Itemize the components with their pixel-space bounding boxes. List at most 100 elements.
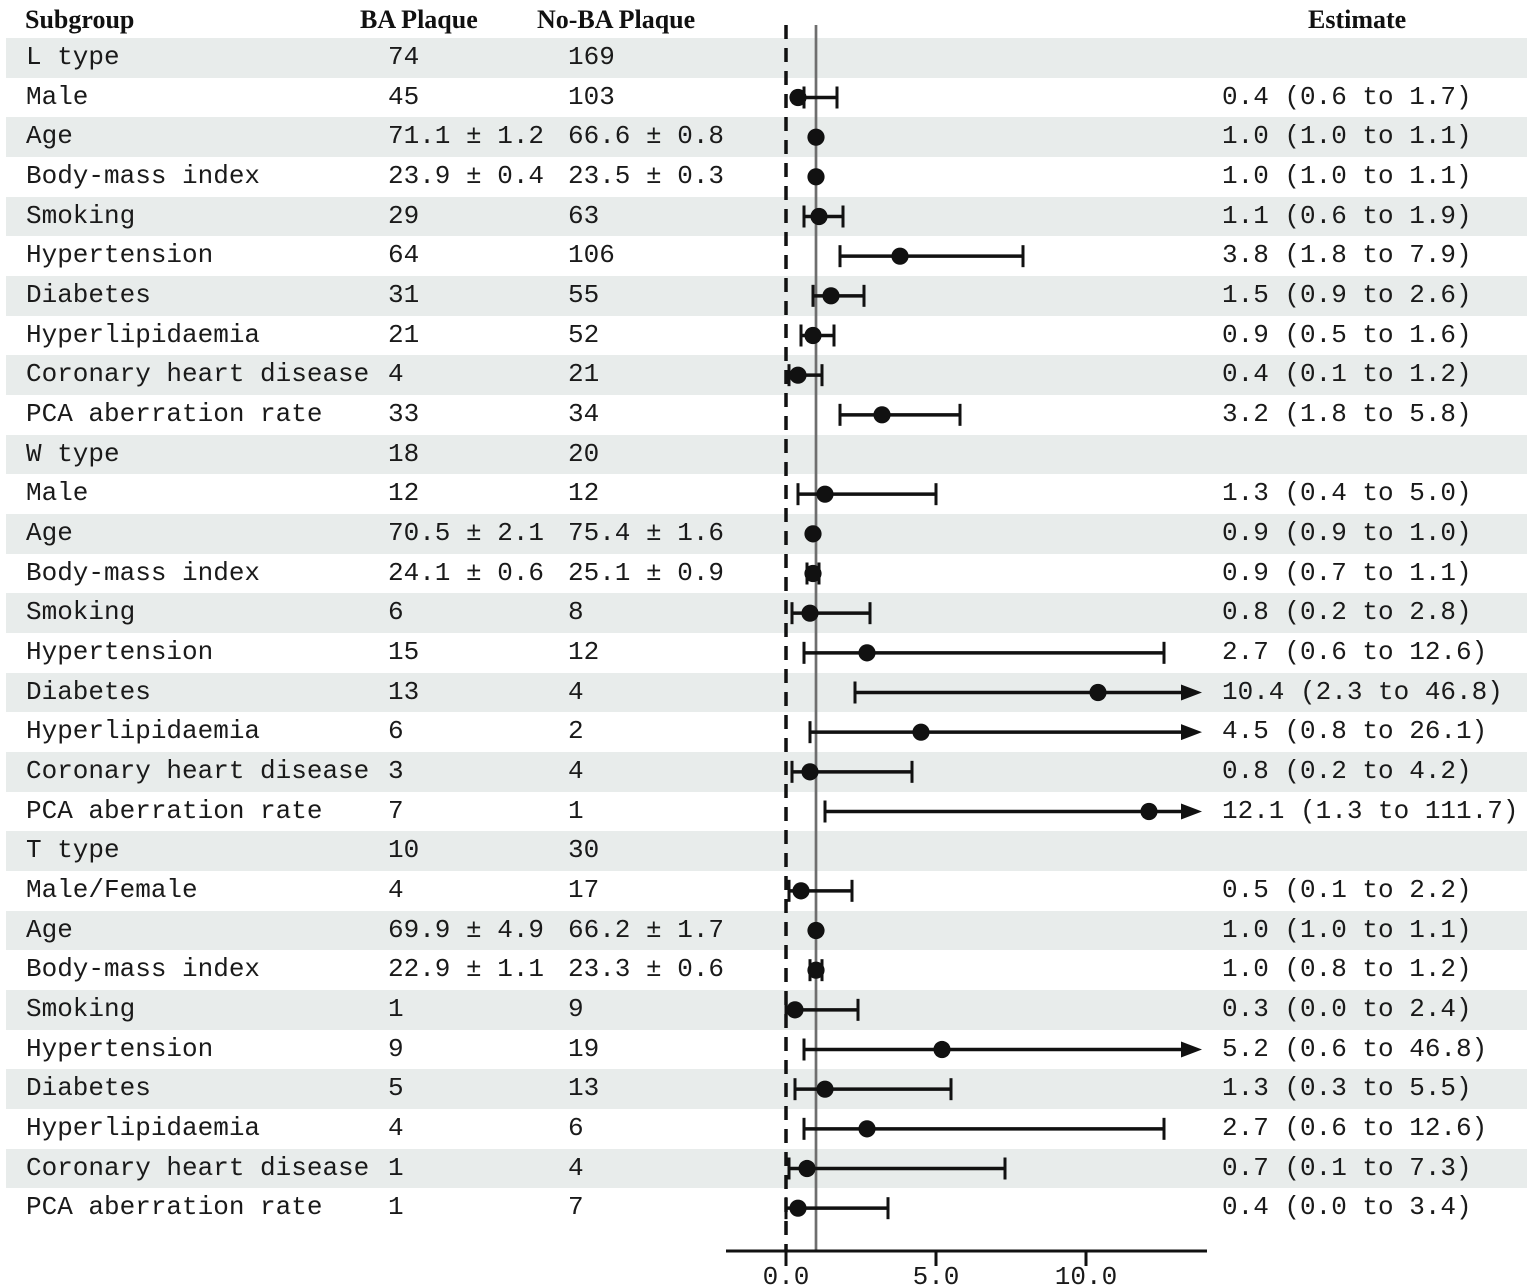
no-ba-plaque-cell: 12 [568,478,600,509]
subgroup-cell: PCA aberration rate [26,1192,323,1223]
table-row: Body-mass index 22.9 ± 1.1 23.3 ± 0.6 1.0 (… [6,950,1527,990]
subgroup-cell: Coronary heart disease [26,1152,370,1183]
ba-plaque-cell: 33 [388,399,420,429]
subgroup-cell: Diabetes [26,676,151,707]
table-row: Smoking 29 63 1.1 (0.6 to 1.9) [6,196,1527,237]
table-row: PCA aberration rate 33 34 3.2 (1.8 to 5.8) [6,395,1527,435]
no-ba-plaque-cell: 13 [568,1073,600,1104]
estimate-cell: 0.3 (0.0 to 2.4) [1222,994,1472,1024]
estimate-cell: 4.5 (0.8 to 26.1) [1222,716,1488,747]
subgroup-cell: Coronary heart disease [26,359,370,390]
table-row: PCA aberration rate 7 1 12.1 (1.3 to 111.7) [6,792,1527,832]
table-row: Coronary heart disease 3 4 0.8 (0.2 to 4.2) [6,752,1527,792]
ba-plaque-cell: 12 [388,478,420,509]
subgroup-cell: Male [26,478,89,509]
table-row: Hyperlipidaemia 6 2 4.5 (0.8 to 26.1) [6,712,1527,752]
subgroup-cell: Smoking [26,200,136,231]
ba-plaque-cell: 7 [388,795,404,826]
subgroup-cell: Body-mass index [26,954,261,985]
subgroup-cell: L type [26,42,120,72]
subgroup-cell: Hyperlipidaemia [26,1113,261,1143]
estimate-cell: 5.2 (0.6 to 46.8) [1222,1033,1488,1064]
subgroup-cell: Hyperlipidaemia [26,716,261,747]
ba-plaque-cell: 74 [388,42,420,72]
no-ba-plaque-cell: 21 [568,359,600,390]
no-ba-plaque-cell: 17 [568,875,600,905]
subgroup-cell: Diabetes [26,280,151,310]
no-ba-plaque-cell: 20 [568,438,600,469]
subgroup-cell: Age [26,121,73,152]
subgroup-cell: Smoking [26,994,136,1024]
col-header-no-ba-plaque: No-BA Plaque [537,5,696,34]
ba-plaque-cell: 13 [388,676,420,707]
table-row: Coronary heart disease 1 4 0.7 (0.1 to 7.3) [6,1148,1527,1189]
estimate-cell: 1.5 (0.9 to 2.6) [1222,280,1472,310]
ba-plaque-cell: 15 [388,637,420,667]
estimate-cell: 1.1 (0.6 to 1.9) [1222,200,1472,231]
table-row: Hyperlipidaemia 21 52 0.9 (0.5 to 1.6) [6,316,1527,356]
table-row: Male/Female 4 17 0.5 (0.1 to 2.2) [6,871,1527,911]
estimate-cell: 3.2 (1.8 to 5.8) [1222,399,1472,429]
ba-plaque-cell: 18 [388,438,420,469]
ba-plaque-cell: 24.1 ± 0.6 [388,557,545,588]
no-ba-plaque-cell: 63 [568,200,600,231]
ba-plaque-cell: 6 [388,716,404,747]
ba-plaque-cell: 23.9 ± 0.4 [388,161,545,191]
table-row: Age 69.9 ± 4.9 66.2 ± 1.7 1.0 (1.0 to 1.1) [6,910,1527,951]
subgroup-cell: Male/Female [26,875,198,905]
no-ba-plaque-cell: 23.3 ± 0.6 [568,954,725,985]
no-ba-plaque-cell: 103 [568,81,615,112]
no-ba-plaque-cell: 12 [568,637,600,667]
no-ba-plaque-cell: 30 [568,835,600,866]
ba-plaque-cell: 6 [388,597,404,628]
estimate-cell: 0.4 (0.1 to 1.2) [1222,359,1472,390]
no-ba-plaque-cell: 4 [568,756,584,786]
subgroup-cell: Hyperlipidaemia [26,319,261,350]
ba-plaque-cell: 22.9 ± 1.1 [388,954,545,985]
col-header-ba-plaque: BA Plaque [360,5,478,34]
ba-plaque-cell: 4 [388,1113,404,1143]
subgroup-cell: Smoking [26,597,136,628]
no-ba-plaque-cell: 52 [568,319,600,350]
subgroup-cell: Body-mass index [26,161,261,191]
no-ba-plaque-cell: 55 [568,280,600,310]
table-row: Male 12 12 1.3 (0.4 to 5.0) [6,474,1527,514]
subgroup-cell: Age [26,914,73,945]
ba-plaque-cell: 1 [388,1192,404,1223]
table-row: Smoking 1 9 0.3 (0.0 to 2.4) [6,990,1527,1030]
estimate-cell: 0.7 (0.1 to 7.3) [1222,1152,1472,1183]
ba-plaque-cell: 64 [388,240,420,271]
table-row: Male 45 103 0.4 (0.6 to 1.7) [6,78,1527,118]
subgroup-cell: PCA aberration rate [26,795,323,826]
estimate-cell: 1.0 (1.0 to 1.1) [1222,121,1472,152]
ba-plaque-cell: 29 [388,200,420,231]
table-row: L type 74 169 [6,38,1527,78]
no-ba-plaque-cell: 23.5 ± 0.3 [568,161,725,191]
ba-plaque-cell: 1 [388,994,404,1024]
estimate-cell: 1.0 (1.0 to 1.1) [1222,161,1472,191]
no-ba-plaque-cell: 8 [568,597,584,628]
ba-plaque-cell: 9 [388,1033,404,1064]
table-row: Hypertension 15 12 2.7 (0.6 to 12.6) [6,633,1527,673]
table-row: Hypertension 9 19 5.2 (0.6 to 46.8) [6,1030,1527,1070]
table-row: Diabetes 5 13 1.3 (0.3 to 5.5) [6,1069,1527,1109]
table-row: Age 70.5 ± 2.1 75.4 ± 1.6 0.9 (0.9 to 1.0) [6,514,1527,554]
estimate-cell: 0.9 (0.9 to 1.0) [1222,518,1472,548]
estimate-cell: 1.3 (0.3 to 5.5) [1222,1073,1472,1104]
estimate-cell: 0.9 (0.7 to 1.1) [1222,557,1472,588]
estimate-cell: 0.4 (0.0 to 3.4) [1222,1192,1472,1223]
no-ba-plaque-cell: 169 [568,42,615,72]
axis-tick-label: 10.0 [1055,1262,1117,1287]
table-row: Diabetes 13 4 10.4 (2.3 to 46.8) [6,672,1527,713]
estimate-cell: 1.0 (1.0 to 1.1) [1222,914,1472,945]
no-ba-plaque-cell: 75.4 ± 1.6 [568,518,725,548]
no-ba-plaque-cell: 7 [568,1192,584,1223]
table-row: W type 18 20 [6,434,1527,475]
ba-plaque-cell: 4 [388,875,404,905]
no-ba-plaque-cell: 66.2 ± 1.7 [568,914,725,945]
estimate-cell: 1.0 (0.8 to 1.2) [1222,954,1472,985]
subgroup-cell: W type [26,438,120,469]
subgroup-cell: Age [26,518,73,548]
ba-plaque-cell: 3 [388,756,404,786]
